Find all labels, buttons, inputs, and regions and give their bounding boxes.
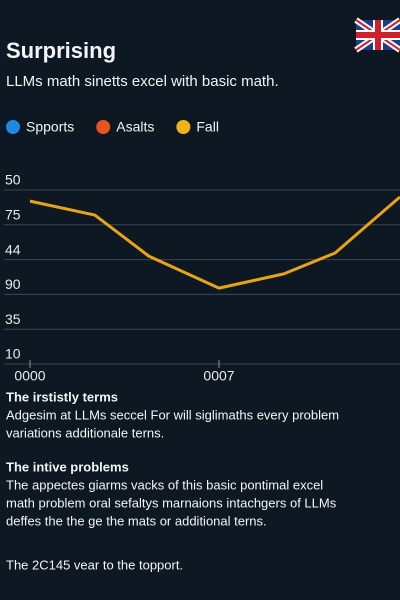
section-text: math problem oral sefaltys marnaions int… (6, 495, 337, 510)
legend-label: Asalts (116, 119, 154, 135)
x-tick-label: 0000 (14, 368, 45, 384)
y-tick-label: 90 (5, 276, 21, 292)
section-heading: The irstistly terms (6, 389, 118, 404)
data-line (29, 195, 400, 290)
y-tick-label: 50 (5, 172, 21, 188)
legend-label: Fall (196, 119, 219, 135)
y-tick-label: 44 (5, 241, 21, 257)
legend-swatch (96, 120, 111, 134)
section-heading: The intive problems (6, 459, 129, 474)
section-text: variations additionale terns. (6, 425, 164, 440)
x-tick-label: 0007 (203, 368, 234, 384)
section-text: Adgesim at LLMs seccel For will siglimat… (6, 407, 339, 422)
legend-swatch (6, 120, 20, 134)
legend-label: Spports (26, 119, 74, 135)
title: Surprising (6, 38, 116, 63)
y-tick-label: 35 (5, 311, 21, 327)
section-text: The appectes giarms vacks of this basic … (6, 477, 323, 492)
section-text: deffes the the ge the mats or additional… (6, 513, 267, 528)
legend-swatch (176, 120, 191, 134)
flag-icon (354, 17, 400, 53)
y-tick-label: 10 (5, 346, 21, 362)
y-tick-label: 75 (5, 207, 21, 223)
subtitle: LLMs math sinetts excel with basic math. (6, 73, 279, 90)
footer-text: The 2C145 vear to the topport. (6, 557, 183, 572)
